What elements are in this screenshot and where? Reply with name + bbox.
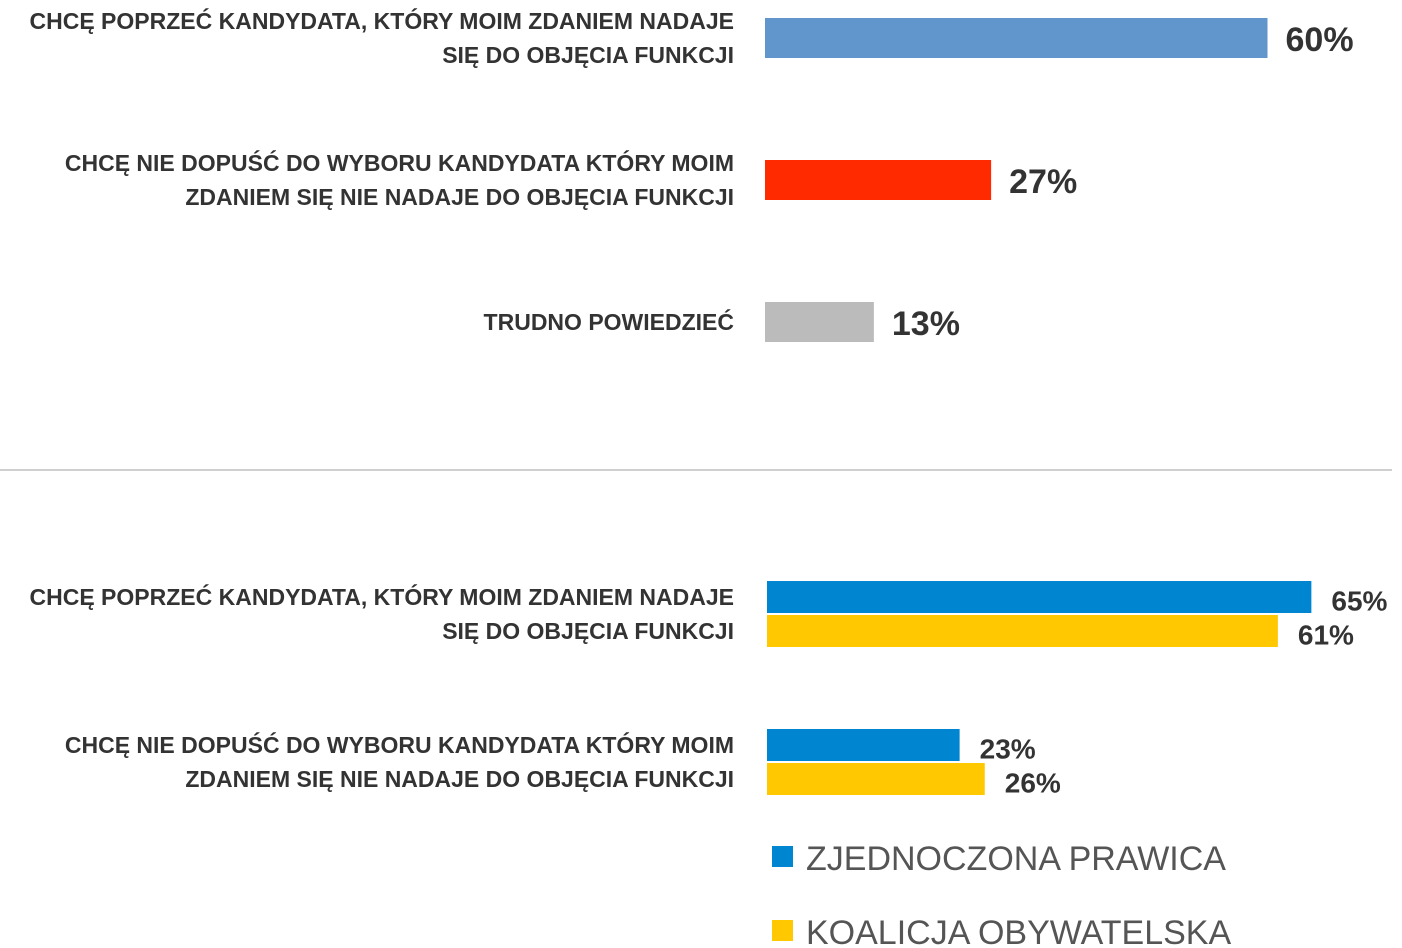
bar [765,18,1268,58]
category-label: CHCĘ POPRZEĆ KANDYDATA, KTÓRY MOIM ZDANI… [29,8,735,68]
legend-swatch [772,846,793,867]
legend-label: KOALICJA OBYWATELSKA [806,914,1231,948]
value-label: 23% [980,733,1036,764]
legend-label: ZJEDNOCZONA PRAWICA [806,840,1226,878]
category-label: TRUDNO POWIEDZIEĆ [483,309,734,335]
value-label: 26% [1005,767,1061,798]
value-label: 60% [1286,21,1354,59]
bar [767,581,1312,613]
legend-swatch [772,920,793,941]
bar [767,729,960,761]
category-label: CHCĘ POPRZEĆ KANDYDATA, KTÓRY MOIM ZDANI… [29,584,735,644]
bar [765,160,992,200]
bar [767,763,985,795]
category-label: CHCĘ NIE DOPUŚĆ DO WYBORU KANDYDATA KTÓR… [64,732,734,792]
value-label: 61% [1298,619,1354,650]
bar [765,302,874,342]
value-label: 13% [892,305,960,343]
category-label: CHCĘ NIE DOPUŚĆ DO WYBORU KANDYDATA KTÓR… [64,150,734,210]
value-label: 27% [1009,163,1077,201]
value-label: 65% [1331,585,1387,616]
bar [767,615,1278,647]
